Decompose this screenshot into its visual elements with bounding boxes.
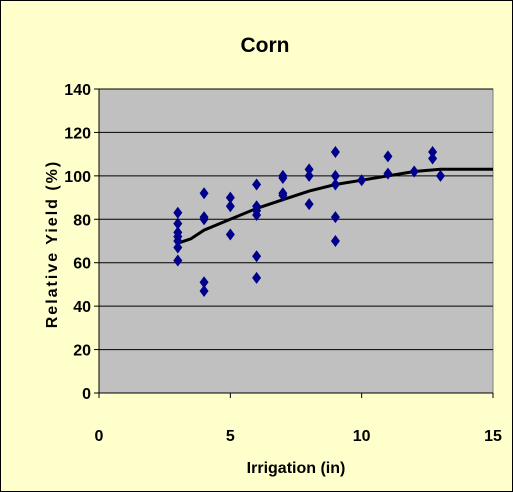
y-tick-label: 100 [64, 169, 91, 186]
data-point [383, 150, 393, 163]
y-tick-label: 60 [73, 256, 91, 273]
data-point [435, 169, 445, 182]
data-point [409, 165, 419, 178]
y-tick-label: 20 [73, 343, 91, 360]
data-points [173, 145, 445, 297]
data-point [173, 235, 183, 247]
data-point [252, 271, 262, 284]
data-point [278, 189, 288, 202]
data-point [199, 187, 209, 200]
x-tick-label: 15 [484, 428, 502, 445]
data-point [383, 167, 393, 180]
x-tick-labels: 0 5 10 15 [95, 428, 502, 445]
data-point [173, 217, 183, 230]
data-point [225, 228, 235, 241]
data-point [330, 211, 340, 224]
data-point [199, 213, 209, 226]
x-axis-label: Irrigation (in) [247, 460, 346, 477]
x-tick-label: 5 [226, 428, 235, 445]
data-point [304, 198, 314, 211]
x-tick-label: 0 [95, 428, 104, 445]
data-point [357, 174, 367, 187]
data-point [278, 172, 288, 185]
gridlines [99, 88, 493, 351]
y-tick-label: 0 [82, 386, 91, 403]
trendline [177, 167, 493, 245]
data-point [330, 145, 340, 158]
data-point [304, 163, 314, 176]
data-point [304, 169, 314, 182]
data-point [330, 178, 340, 191]
x-tick-label: 10 [353, 428, 371, 445]
data-point [199, 276, 209, 289]
y-tick-label: 40 [73, 299, 91, 316]
data-point [428, 145, 438, 158]
data-point [252, 250, 262, 263]
y-tick-label: 140 [64, 82, 91, 99]
y-tick-label: 80 [73, 212, 91, 229]
data-point [330, 169, 340, 182]
y-axis-label: Relative Yield (%) [44, 160, 61, 329]
plot-area [98, 88, 494, 394]
data-point [173, 206, 183, 219]
y-tick-label: 120 [64, 125, 91, 142]
data-point [225, 191, 235, 204]
y-tick-labels: 0 20 40 60 80 100 120 140 [64, 82, 91, 403]
data-point [428, 152, 438, 165]
data-point [225, 200, 235, 213]
data-point [252, 178, 262, 191]
data-point [330, 235, 340, 247]
axes [94, 88, 494, 398]
data-point [173, 241, 183, 254]
data-point [199, 284, 209, 297]
chart-title: Corn [241, 34, 290, 57]
data-point [252, 208, 262, 221]
data-point [173, 254, 183, 267]
